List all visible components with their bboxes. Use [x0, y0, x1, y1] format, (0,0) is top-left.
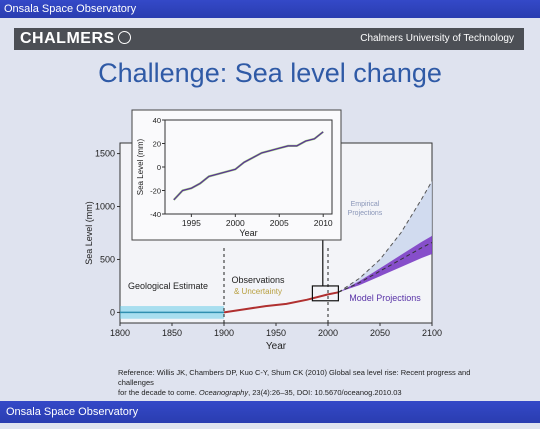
- inset-x-axis-label: Year: [239, 228, 257, 238]
- annotation-empirical: Empirical: [351, 201, 380, 208]
- x-tick-label-2050: 2050: [370, 328, 390, 338]
- zoom-box: [311, 285, 339, 302]
- model-projection-band: [338, 235, 432, 293]
- reference-journal: Oceanography: [198, 388, 249, 397]
- y-tick-label-1000: 1000: [95, 202, 115, 212]
- chalmers-logo: CHALMERS: [20, 30, 131, 48]
- annotation-uncertainty: & Uncertainty: [234, 287, 282, 296]
- x-axis-label: Year: [266, 341, 287, 352]
- inset-x-tick-label-1995: 1995: [182, 218, 201, 228]
- reference-line2-post: , 23(4):26–35, DOI: 10.5670/oceanog.2010…: [248, 388, 402, 397]
- bottom-banner-text: Onsala Space Observatory: [6, 406, 139, 418]
- top-banner-text: Onsala Space Observatory: [4, 3, 137, 15]
- empirical-projection-band: [338, 181, 432, 293]
- sea-level-chart: 1800 1850 1900 1950 2000 2050 2100 0 500 1000 1500…: [84, 109, 442, 352]
- annotation-observations: Observations: [231, 275, 285, 285]
- y-axis-label: Sea Level (mm): [84, 201, 94, 265]
- inset-y-tick-label-20: 20: [153, 140, 161, 149]
- inset-x-tick-label-2010: 2010: [314, 218, 333, 228]
- y-tick-label-500: 500: [100, 254, 115, 264]
- inset-chart: 1995 2000 2005 2010 -40 -20 0 20 40 Year Sea Level…: [131, 109, 342, 241]
- x-tick-label-1800: 1800: [110, 328, 130, 338]
- inset-y-tick-label--40: -40: [150, 210, 161, 219]
- inset-frame: [131, 109, 342, 241]
- chalmers-bar: CHALMERS Chalmers University of Technolo…: [14, 28, 524, 50]
- x-tick-label-1850: 1850: [162, 328, 182, 338]
- x-tick-label-2100: 2100: [422, 328, 442, 338]
- inset-series-purple: [173, 131, 324, 201]
- observed-line: [223, 291, 339, 314]
- annotation-model-projections: Model Projections: [349, 293, 421, 303]
- inset-y-axis-label: Sea Level (mm): [136, 138, 145, 195]
- x-tick-label-2000: 2000: [318, 328, 338, 338]
- reference-line2-pre: for the decade to come.: [118, 388, 199, 397]
- inset-y-tick-label-0: 0: [157, 163, 161, 172]
- x-tick-label-1900: 1900: [214, 328, 234, 338]
- chalmers-logo-text: CHALMERS: [20, 30, 115, 47]
- slide-title: Challenge: Sea level change: [98, 58, 442, 88]
- y-tick-label-0: 0: [110, 307, 115, 317]
- inset-x-tick-label-2000: 2000: [226, 218, 245, 228]
- top-banner: Onsala Space Observatory: [0, 0, 540, 18]
- university-name: Chalmers University of Technology: [360, 33, 514, 44]
- inset-y-tick-label-40: 40: [153, 116, 161, 125]
- chalmers-seal-icon: [117, 31, 131, 44]
- reference-line1: Reference: Willis JK, Chambers DP, Kuo C…: [118, 368, 471, 387]
- inset-x-tick-label-2005: 2005: [270, 218, 289, 228]
- x-tick-label-1950: 1950: [266, 328, 286, 338]
- y-tick-label-1500: 1500: [95, 149, 115, 159]
- annotation-projections: Projections: [348, 210, 383, 217]
- bottom-banner: Onsala Space Observatory: [0, 401, 540, 423]
- reference-text: Reference: Willis JK, Chambers DP, Kuo C…: [118, 368, 498, 398]
- annotation-geological: Geological Estimate: [128, 281, 208, 291]
- model-projection-line: [338, 242, 433, 293]
- inset-y-tick-label--20: -20: [150, 187, 161, 196]
